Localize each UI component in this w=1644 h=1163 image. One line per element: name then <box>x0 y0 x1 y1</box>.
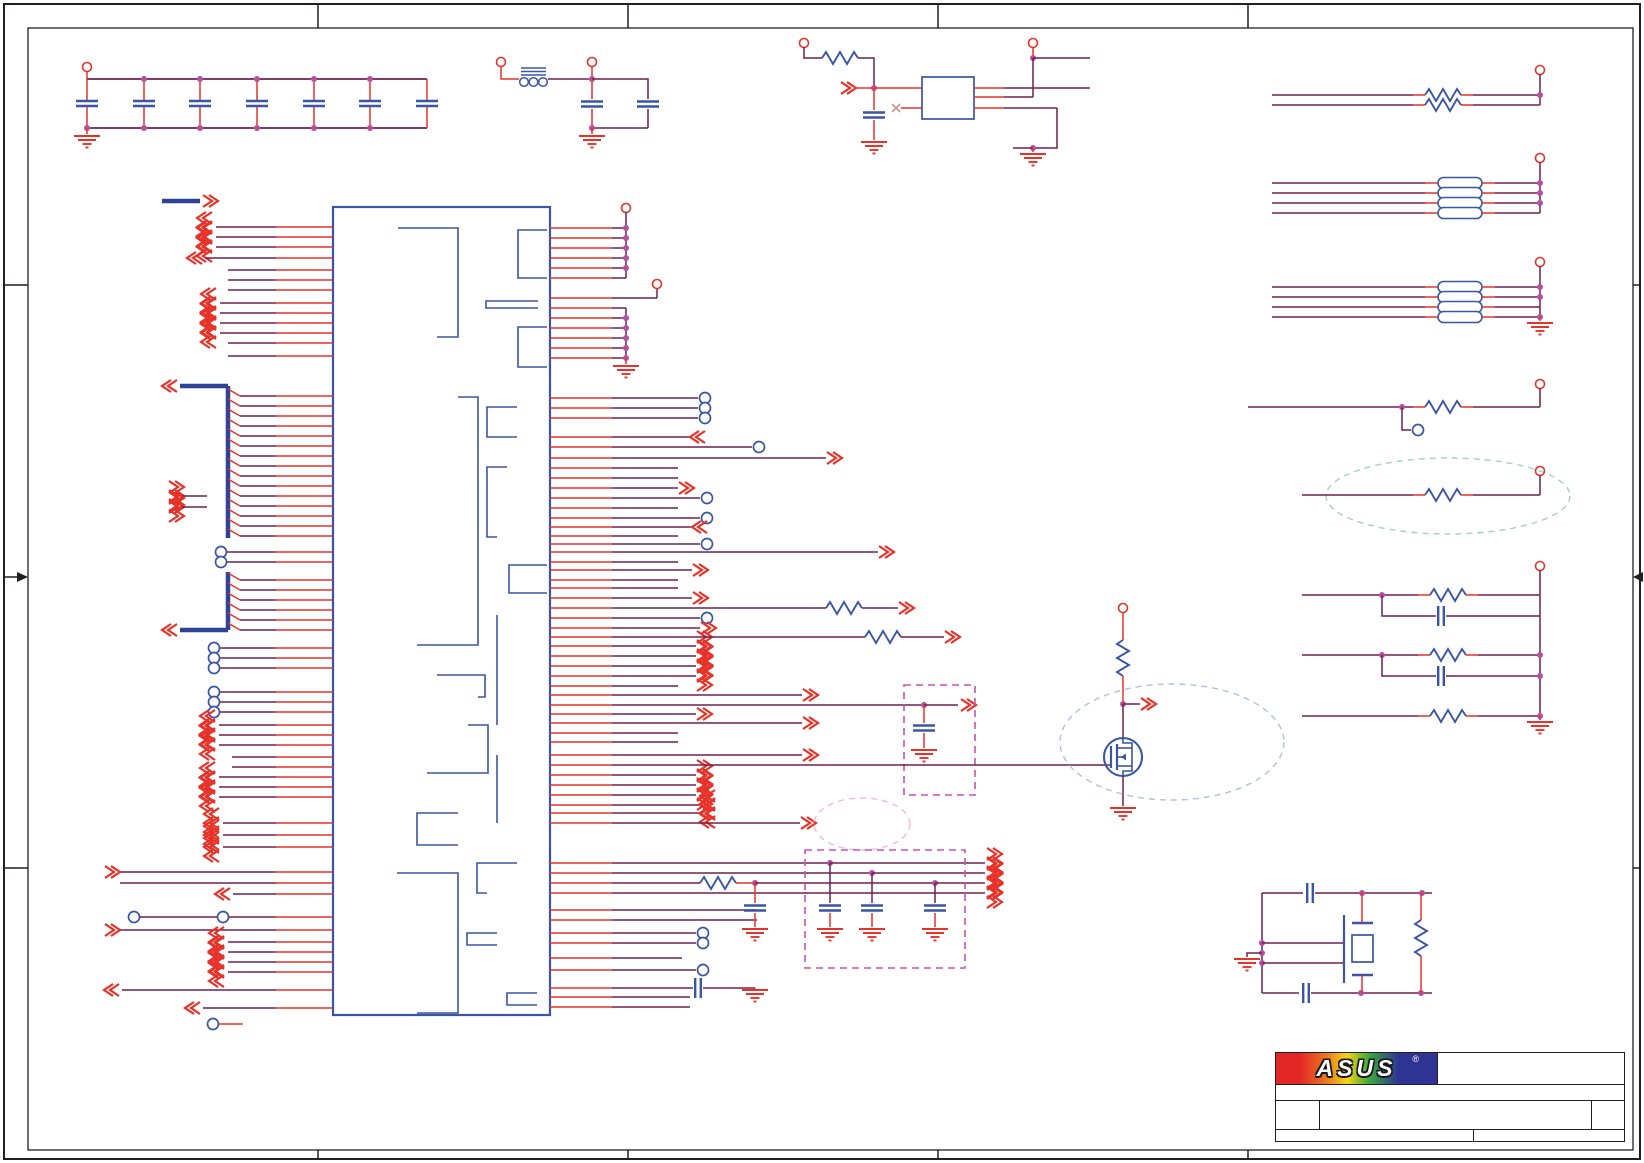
title-block-cell-sheet <box>1474 1130 1624 1141</box>
title-block-cell-top <box>1438 1053 1624 1084</box>
input-filter <box>495 56 659 149</box>
title-block-logo-row: ASUS ® <box>1276 1053 1624 1085</box>
title-block-cell-document <box>1320 1101 1592 1129</box>
regulator-circuit <box>798 37 1090 167</box>
frame <box>3 3 1643 1160</box>
title-block: ASUS ® <box>1275 1052 1625 1142</box>
main-ic <box>331 205 552 1017</box>
right-column <box>1248 64 1571 735</box>
decoupling-bank <box>550 847 1004 969</box>
title-block-footer-row <box>1276 1130 1624 1141</box>
title-block-cell-date <box>1276 1130 1474 1141</box>
title-block-cell-size <box>1276 1101 1320 1129</box>
title-block-cell-rev <box>1592 1101 1624 1129</box>
title-block-title-row <box>1276 1085 1624 1101</box>
title-block-cell-title <box>1276 1085 1624 1100</box>
registered-trademark-icon: ® <box>1412 1054 1419 1064</box>
cap-bank <box>74 61 438 149</box>
gate-drive-circuit <box>550 602 1285 821</box>
ic-right-pins <box>550 202 962 1008</box>
asus-logo-text: ASUS <box>1316 1055 1397 1081</box>
title-block-detail-row <box>1276 1101 1624 1130</box>
ic-left-pins <box>102 194 333 1031</box>
crystal-circuit <box>1234 883 1432 1003</box>
asus-logo: ASUS ® <box>1276 1053 1438 1084</box>
